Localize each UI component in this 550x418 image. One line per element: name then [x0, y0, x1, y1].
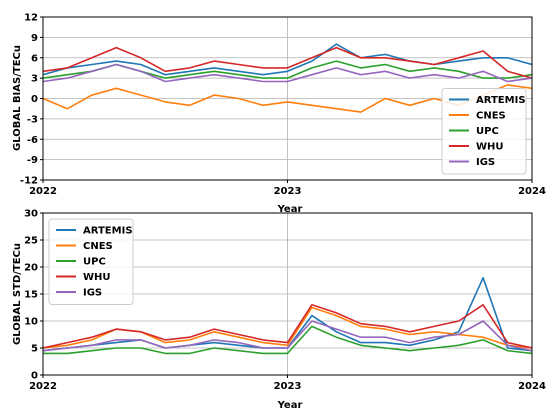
std-series-whu: [43, 303, 532, 349]
bias-y-tick-label: 6: [31, 53, 38, 64]
bias-y-tick-label: 0: [31, 94, 38, 105]
std-series-igs: [43, 320, 532, 352]
bias-y-tick-label: 9: [31, 33, 38, 44]
std-y-tick-label: 15: [24, 290, 38, 301]
std-legend: ARTEMIS CNES UPC WHU IGS: [48, 218, 134, 305]
std-y-tick-label: 0: [31, 371, 38, 382]
bias-panel: GLOBAL BIAS/TECu Year -12 -9 -6 -3 0 3 6 9 12 202…: [12, 13, 546, 216]
bias-x-tick-label: 2023: [274, 186, 302, 197]
bias-legend-label-igs: IGS: [476, 157, 495, 168]
std-legend-label-artemis: ARTEMIS: [83, 226, 133, 237]
bias-y-tick-label: -12: [20, 176, 38, 187]
bias-y-tick-label: 12: [24, 13, 38, 24]
bias-x-tick-label: 2022: [29, 186, 57, 197]
bias-legend-label-cnes: CNES: [476, 111, 506, 122]
bias-legend-label-artemis: ARTEMIS: [476, 95, 526, 106]
std-x-tick-label: 2024: [518, 381, 546, 392]
bias-y-tick-label: -9: [27, 155, 38, 166]
bias-y-axis-label: GLOBAL BIAS/TECu: [12, 45, 23, 151]
std-y-tick-label: 20: [24, 263, 38, 274]
bias-x-axis-label: Year: [277, 204, 303, 215]
bias-series-whu: [43, 46, 532, 79]
std-y-tick-label: 25: [24, 236, 38, 247]
std-y-axis-label: GLOBAL STD/TECu: [12, 243, 23, 345]
bias-y-tick-label: 3: [31, 74, 38, 85]
bias-x-tick-label: 2024: [518, 186, 546, 197]
std-y-tick-label: 5: [31, 344, 38, 355]
std-x-axis-label: Year: [277, 400, 303, 411]
std-y-tick-label: 30: [24, 209, 38, 220]
std-legend-label-whu: WHU: [83, 272, 111, 283]
bias-series-artemis: [43, 43, 532, 76]
std-legend-box: [48, 218, 134, 305]
bias-legend: ARTEMIS CNES UPC WHU IGS: [441, 88, 527, 175]
bias-series-igs: [43, 63, 532, 83]
std-legend-label-igs: IGS: [83, 288, 102, 299]
bias-legend-label-whu: WHU: [476, 142, 504, 153]
std-legend-label-cnes: CNES: [83, 241, 113, 252]
bias-y-tick-label: -6: [27, 135, 38, 146]
std-y-tick-label: 10: [24, 317, 38, 328]
bias-legend-box: [441, 88, 527, 175]
bias-y-tick-label: -3: [27, 114, 38, 125]
std-x-tick-label: 2022: [29, 381, 57, 392]
std-x-tick-label: 2023: [274, 381, 302, 392]
std-legend-label-upc: UPC: [83, 257, 106, 268]
std-series-upc: [43, 325, 532, 355]
std-panel: GLOBAL STD/TECu Year 0 5 10 15 20 25 30 2022 202…: [12, 209, 546, 412]
bias-legend-label-upc: UPC: [476, 126, 499, 137]
